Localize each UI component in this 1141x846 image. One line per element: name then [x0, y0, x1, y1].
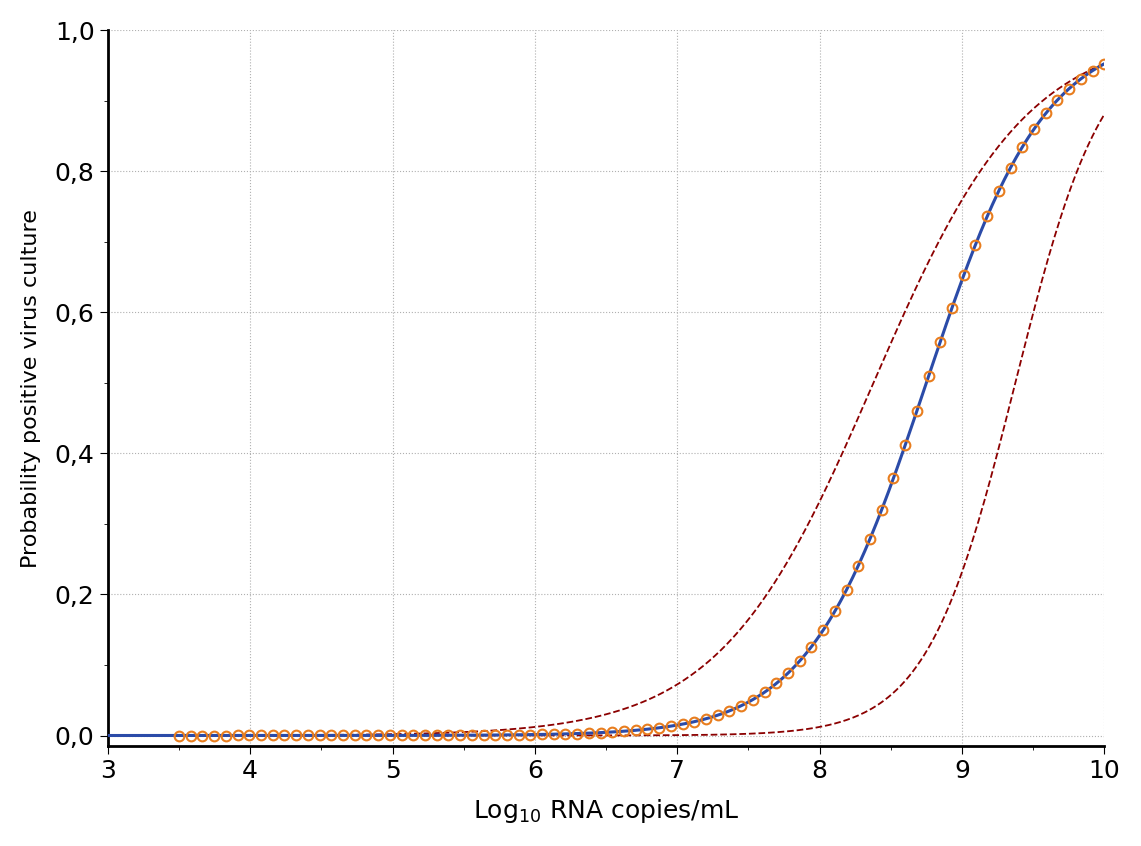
Y-axis label: Probability positive virus culture: Probability positive virus culture: [21, 209, 41, 568]
X-axis label: Log$_{10}$ RNA copies/mL: Log$_{10}$ RNA copies/mL: [472, 797, 739, 825]
